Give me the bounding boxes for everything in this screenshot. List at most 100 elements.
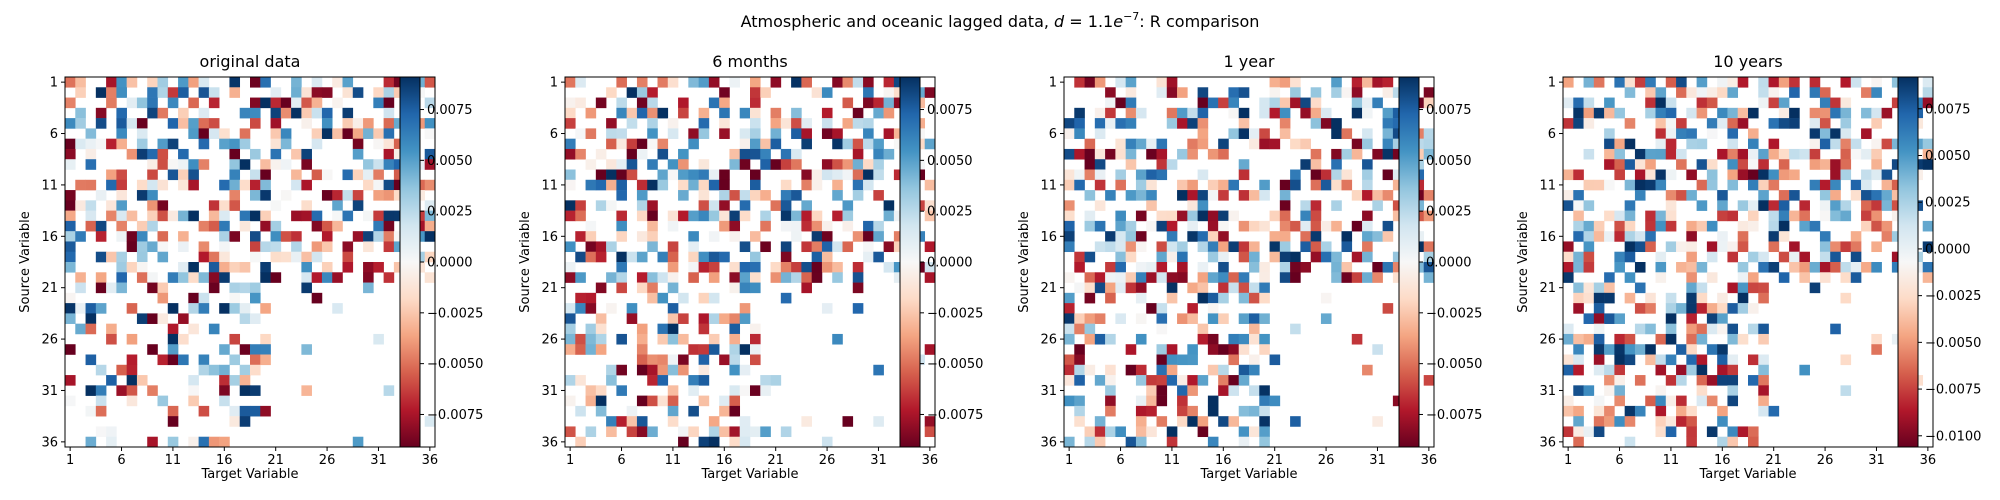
heatmap-cell xyxy=(1135,282,1147,294)
heatmap-cell xyxy=(760,241,771,253)
heatmap-cell xyxy=(1300,241,1311,253)
heatmap-cell xyxy=(626,87,638,98)
heatmap-cell xyxy=(1197,200,1209,211)
heatmap-cell xyxy=(1135,416,1147,427)
heatmap-cell xyxy=(1891,179,1903,191)
heatmap-cell xyxy=(1177,118,1188,129)
heatmap-cell xyxy=(1758,333,1769,345)
heatmap-cell xyxy=(75,179,86,191)
heatmap-cell xyxy=(239,220,251,232)
heatmap-cell xyxy=(167,97,179,109)
heatmap-cell xyxy=(1125,282,1137,294)
heatmap-cell xyxy=(147,210,158,222)
heatmap-cell xyxy=(1310,87,1322,98)
heatmap-cell xyxy=(116,231,127,242)
heatmap-cell xyxy=(1249,405,1260,417)
heatmap-cell xyxy=(116,169,127,181)
heatmap-cell xyxy=(883,87,895,98)
heatmap-frame xyxy=(1063,76,1435,448)
heatmap-cell xyxy=(657,169,669,181)
heatmap-cell xyxy=(1362,241,1373,253)
heatmap-cell xyxy=(1115,210,1126,222)
heatmap-cell xyxy=(863,179,874,191)
heatmap-cell xyxy=(1891,210,1903,222)
heatmap-cell xyxy=(393,118,405,129)
heatmap-cell xyxy=(1135,179,1147,191)
heatmap-cell xyxy=(126,385,138,396)
heatmap-cell xyxy=(1614,251,1625,263)
heatmap-cell xyxy=(729,323,741,335)
heatmap-cell xyxy=(1819,190,1831,201)
heatmap-cell xyxy=(1146,405,1157,417)
heatmap-cell xyxy=(626,148,638,160)
heatmap-cell xyxy=(1207,272,1219,283)
heatmap-cell xyxy=(198,220,210,232)
heatmap-cell xyxy=(585,426,597,438)
heatmap-cell xyxy=(198,272,210,283)
heatmap-cell xyxy=(1177,262,1188,273)
heatmap-cell xyxy=(219,262,230,273)
heatmap-cell xyxy=(1748,375,1759,386)
heatmap-cell xyxy=(647,97,658,109)
heatmap-cell xyxy=(616,179,627,191)
heatmap-cell xyxy=(565,118,576,129)
heatmap-cell xyxy=(1686,220,1697,232)
heatmap-cell xyxy=(85,179,97,191)
heatmap-cell xyxy=(65,262,76,273)
colorbar-frame xyxy=(1897,76,1919,448)
heatmap-cell xyxy=(321,272,333,283)
heatmap-cell xyxy=(647,292,658,304)
heatmap-cell xyxy=(208,97,220,109)
heatmap-cell xyxy=(1197,375,1209,386)
heatmap-cell xyxy=(657,354,669,366)
heatmap-cell xyxy=(832,128,843,139)
heatmap-cell xyxy=(311,251,323,263)
heatmap-cell xyxy=(1624,87,1636,98)
heatmap-cell xyxy=(208,251,220,263)
heatmap-cell xyxy=(1830,169,1841,181)
heatmap-cell xyxy=(647,364,658,376)
heatmap-cell xyxy=(842,241,854,253)
heatmap-cell xyxy=(1238,344,1250,355)
heatmap-cell xyxy=(1809,128,1821,139)
heatmap-cell xyxy=(1064,200,1075,211)
x-tick-label: 11 xyxy=(665,453,682,468)
x-axis-label: Target Variable xyxy=(201,467,299,482)
x-tick-label: 16 xyxy=(1714,453,1731,468)
heatmap-cell xyxy=(85,405,97,417)
heatmap-cell xyxy=(1259,416,1270,427)
heatmap-cell xyxy=(1115,241,1126,253)
heatmap-cell xyxy=(219,210,230,222)
x-axis-label: Target Variable xyxy=(1699,467,1797,482)
heatmap-cell xyxy=(301,118,312,129)
heatmap-cell xyxy=(1861,148,1872,160)
heatmap-cell xyxy=(708,231,720,242)
heatmap-cell xyxy=(95,282,107,294)
heatmap-cell xyxy=(1074,118,1085,129)
heatmap-cell xyxy=(801,220,812,232)
heatmap-cell xyxy=(1249,190,1260,201)
heatmap-cell xyxy=(229,292,241,304)
heatmap-cell xyxy=(301,179,312,191)
heatmap-cell xyxy=(667,282,679,294)
heatmap-cell xyxy=(1207,405,1219,417)
heatmap-cell xyxy=(1351,333,1363,345)
heatmap-cell xyxy=(147,159,158,170)
heatmap-cell xyxy=(95,405,107,417)
x-tick-label: 21 xyxy=(267,453,284,468)
heatmap-cell xyxy=(188,323,199,335)
heatmap-cell xyxy=(1706,97,1718,109)
heatmap-cell xyxy=(1727,241,1739,253)
heatmap-cell xyxy=(585,220,597,232)
heatmap-cell xyxy=(1696,395,1708,407)
heatmap-cell xyxy=(1074,282,1085,294)
heatmap-cell xyxy=(116,138,127,150)
heatmap-cell xyxy=(291,107,302,119)
heatmap-cell xyxy=(1655,97,1667,109)
heatmap-cell xyxy=(239,210,251,222)
heatmap-cell xyxy=(1789,241,1800,253)
heatmap-cell xyxy=(198,77,210,88)
heatmap-cell xyxy=(424,128,436,139)
heatmap-cell xyxy=(229,169,241,181)
heatmap-cell xyxy=(106,282,117,294)
